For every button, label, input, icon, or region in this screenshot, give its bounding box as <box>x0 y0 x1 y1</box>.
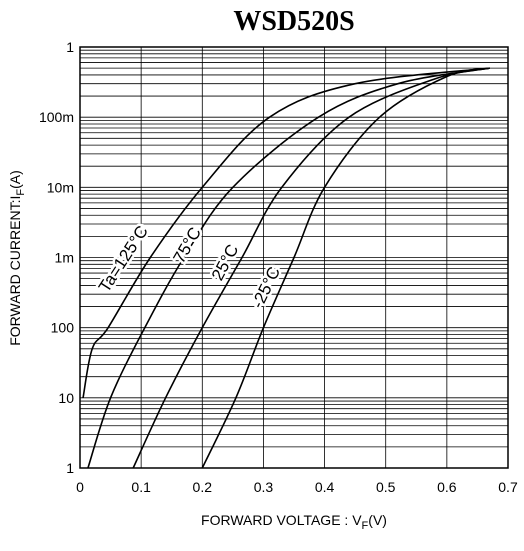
curve <box>132 67 490 469</box>
y-tick-label: 10m <box>47 179 74 195</box>
chart-title: WSD520S <box>233 6 354 37</box>
y-tick-label: 100m <box>39 109 74 125</box>
curve <box>82 67 490 398</box>
y-label-suffix: (A) <box>7 170 23 189</box>
curve-label: Ta=125°C <box>95 222 152 296</box>
curve <box>201 67 490 469</box>
x-tick-label: 0.5 <box>376 479 396 495</box>
x-tick-label: 0.6 <box>437 479 457 495</box>
curve-label: -25°C <box>248 264 284 312</box>
y-tick-label: 100 <box>51 320 75 336</box>
y-label-text: FORWARD CURRENT:I <box>7 196 23 346</box>
y-tick-label: 1m <box>55 250 74 266</box>
y-axis-label: FORWARD CURRENT:IF(A) <box>7 170 27 346</box>
curve <box>87 67 490 469</box>
x-tick-label: 0.2 <box>193 479 213 495</box>
curve-label: 25°C <box>208 241 243 283</box>
y-label-sub: F <box>15 189 27 196</box>
x-tick-label: 0.4 <box>315 479 335 495</box>
x-tick-label: 0 <box>76 479 84 495</box>
x-tick-label: 0.3 <box>254 479 274 495</box>
y-tick-label: 1 <box>66 460 74 476</box>
plot-frame <box>79 46 509 469</box>
y-tick-label: 10 <box>58 390 74 406</box>
x-label-text: FORWARD VOLTAGE : V <box>201 512 362 528</box>
x-axis-label: FORWARD VOLTAGE : VF(V) <box>201 512 387 532</box>
x-label-sub: F <box>362 520 369 532</box>
y-tick-label: 1 <box>66 39 74 55</box>
x-label-suffix: (V) <box>368 512 387 528</box>
x-tick-label: 0.7 <box>498 479 518 495</box>
x-tick-label: 0.1 <box>131 479 151 495</box>
